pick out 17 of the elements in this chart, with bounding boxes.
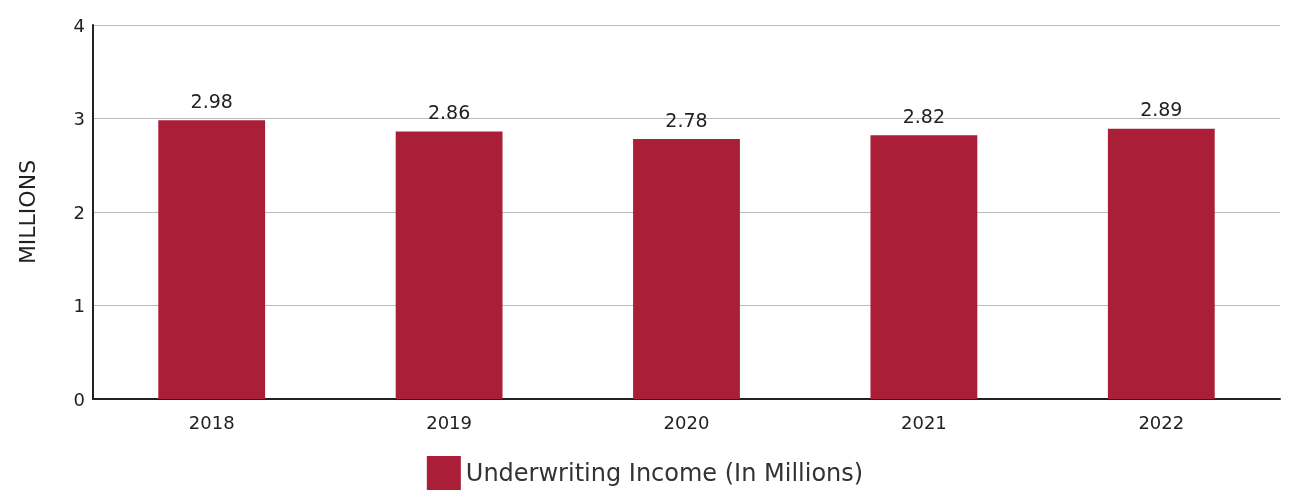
- data-label: 2.78: [665, 108, 708, 131]
- data-label: 2.89: [1140, 98, 1183, 121]
- data-label: 2.98: [190, 89, 233, 112]
- y-axis-title: MILLIONS: [14, 159, 40, 265]
- x-tick-label: 2022: [1138, 411, 1185, 433]
- data-label: 2.86: [427, 101, 471, 124]
- y-tick-label: 1: [73, 295, 85, 316]
- x-tick-label: 2021: [900, 411, 947, 433]
- y-tick-label: 0: [73, 388, 85, 410]
- data-label: 2.82: [902, 104, 946, 127]
- y-tick-label: 4: [73, 14, 85, 36]
- y-tick-label: 3: [73, 108, 85, 129]
- x-tick-label: 2018: [188, 411, 235, 433]
- x-tick-label: 2020: [663, 411, 710, 433]
- x-tick-label: 2019: [426, 411, 473, 433]
- legend-label: Underwriting Income (In Millions): [465, 459, 864, 487]
- y-tick-label: 2: [73, 201, 85, 223]
